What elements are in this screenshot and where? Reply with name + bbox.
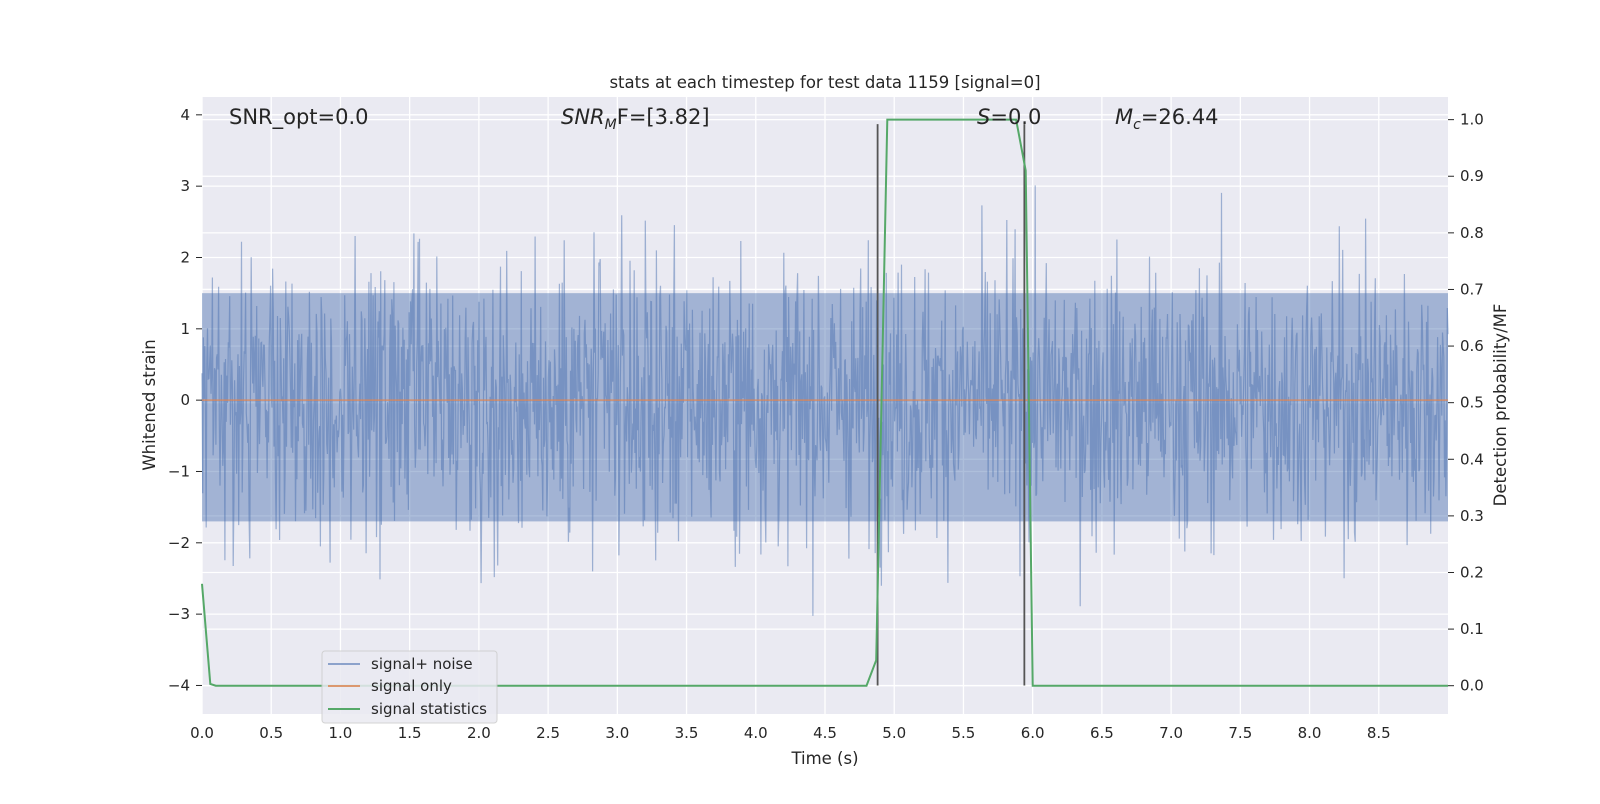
x-tick-label: 5.5 xyxy=(952,724,976,742)
chart-title: stats at each timestep for test data 115… xyxy=(609,73,1040,92)
x-tick-label: 1.5 xyxy=(398,724,422,742)
y-tick-label-right: 0.3 xyxy=(1460,507,1484,525)
line-series-layer xyxy=(201,118,1448,687)
legend-label-noise: signal+ noise xyxy=(371,655,473,673)
x-tick-label: 1.0 xyxy=(329,724,353,742)
legend-label-signal-only: signal only xyxy=(371,677,452,695)
y-tick-label-left: 3 xyxy=(180,177,190,195)
y-axis-label-right: Detection probability/MF xyxy=(1491,304,1510,507)
y-tick-label-right: 0.5 xyxy=(1460,394,1484,412)
noise-core-band xyxy=(202,293,1448,522)
x-tick-label: 5.0 xyxy=(882,724,906,742)
noise-series-layer xyxy=(201,185,1449,616)
y-tick-label-right: 0.0 xyxy=(1460,677,1484,695)
y-tick-label-left: −2 xyxy=(168,534,190,552)
y-tick-label-right: 0.4 xyxy=(1460,450,1484,468)
x-tick-label: 4.0 xyxy=(744,724,768,742)
y-tick-label-right: 1.0 xyxy=(1460,111,1484,129)
y-tick-label-right: 0.9 xyxy=(1460,167,1484,185)
x-tick-label: 0.5 xyxy=(259,724,283,742)
x-tick-label: 6.5 xyxy=(1090,724,1114,742)
annotation-s: S=0.0 xyxy=(977,105,1041,129)
legend-box xyxy=(321,650,498,724)
y-tick-label-left: −1 xyxy=(168,462,190,480)
y-tick-label-left: 0 xyxy=(180,391,190,409)
signal-statistics-line xyxy=(201,118,1448,687)
y-tick-label-left: 4 xyxy=(180,106,190,124)
x-axis-label: Time (s) xyxy=(790,749,858,768)
y-tick-label-left: −4 xyxy=(168,676,190,694)
x-tick-label: 2.5 xyxy=(536,724,560,742)
x-tick-label: 8.0 xyxy=(1298,724,1322,742)
x-tick-label: 7.0 xyxy=(1159,724,1183,742)
y-tick-label-right: 0.7 xyxy=(1460,280,1484,298)
x-tick-label: 3.0 xyxy=(605,724,629,742)
legend-label-statistics: signal statistics xyxy=(371,700,487,718)
y-tick-label-left: 1 xyxy=(180,320,190,338)
y-tick-label-left: 2 xyxy=(180,248,190,266)
y-tick-label-right: 0.2 xyxy=(1460,563,1484,581)
x-tick-label: 4.5 xyxy=(813,724,837,742)
x-tick-label: 6.0 xyxy=(1021,724,1045,742)
tick-layer: 0.0 0.5 1.0 1.5 2.0 2.5 3.0 3.5 4.0 4.5 5.0 5.5 6.0 6… xyxy=(168,106,1484,742)
x-tick-label: 7.5 xyxy=(1228,724,1252,742)
x-tick-label: 0.0 xyxy=(190,724,214,742)
y-tick-label-right: 0.6 xyxy=(1460,337,1484,355)
x-tick-label: 2.0 xyxy=(467,724,491,742)
y-axis-label-left: Whitened strain xyxy=(140,339,159,470)
y-tick-label-right: 0.8 xyxy=(1460,224,1484,242)
x-tick-label: 8.5 xyxy=(1367,724,1391,742)
y-tick-label-right: 0.1 xyxy=(1460,620,1484,638)
annotation-snr-mf: SNRMF=[3.82] xyxy=(561,105,710,133)
annotation-snr-opt: SNR_opt=0.0 xyxy=(229,105,369,130)
x-tick-label: 3.5 xyxy=(675,724,699,742)
annotation-mc: Mc=26.44 xyxy=(1115,105,1219,133)
y-tick-label-left: −3 xyxy=(168,605,190,623)
legend: signal+ noise signal only signal statist… xyxy=(321,650,498,724)
